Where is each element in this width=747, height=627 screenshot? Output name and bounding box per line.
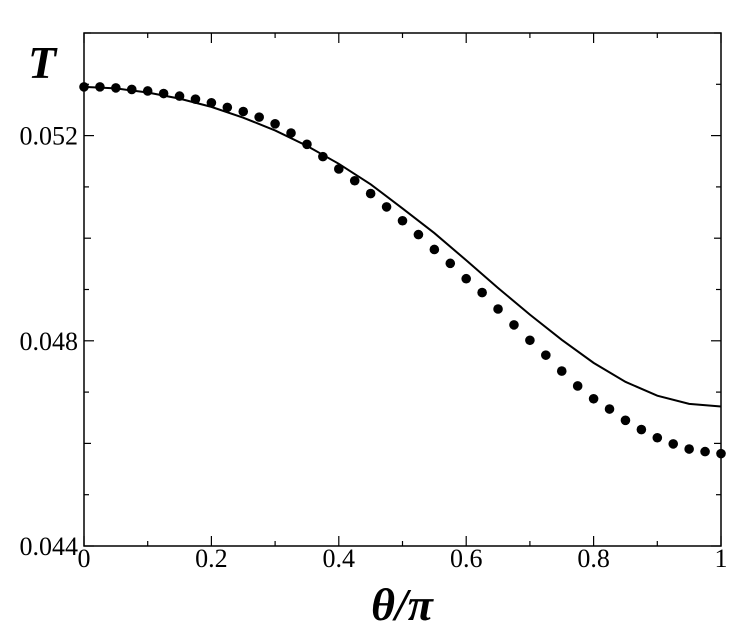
plot-frame — [83, 32, 722, 547]
data-point — [174, 91, 185, 101]
data-point — [238, 106, 249, 117]
data-point — [190, 94, 201, 104]
data-point — [604, 404, 615, 414]
axis-tick-labels: 0 0.2 0.4 0.6 0.8 1 0.044 0.048 0.052 — [20, 122, 728, 573]
data-point — [270, 119, 280, 129]
data-point — [588, 393, 599, 404]
data-point — [493, 304, 503, 314]
data-point — [365, 188, 376, 199]
x-tick-label: 0.8 — [577, 544, 610, 573]
data-point — [525, 335, 535, 346]
data-point — [126, 84, 137, 95]
y-axis-title: T — [28, 37, 58, 88]
data-point — [716, 448, 726, 459]
data-point — [509, 320, 519, 330]
series-points-group — [79, 82, 726, 459]
x-tick-label: 0 — [78, 544, 91, 573]
data-point — [286, 128, 296, 138]
data-point — [397, 215, 408, 226]
x-tick-label: 0.6 — [450, 544, 483, 573]
data-point — [79, 82, 89, 92]
x-tick-label: 0.4 — [323, 544, 356, 573]
x-axis-title: θ/π — [371, 579, 435, 627]
data-point — [461, 273, 472, 284]
data-point — [158, 88, 169, 99]
data-point — [572, 381, 583, 391]
data-point — [636, 424, 647, 435]
data-point — [381, 202, 392, 212]
data-point — [700, 446, 710, 457]
series-line-group — [83, 85, 722, 408]
data-point — [302, 139, 312, 150]
data-point — [445, 258, 456, 269]
data-point — [477, 287, 487, 298]
data-point — [222, 102, 233, 113]
data-point — [413, 229, 424, 240]
data-point — [620, 415, 631, 426]
data-point — [684, 444, 694, 454]
axis-ticks — [83, 32, 722, 547]
data-point — [541, 350, 551, 360]
data-point — [334, 164, 344, 174]
y-tick-label: 0.052 — [20, 122, 79, 151]
x-tick-label: 0.2 — [195, 544, 228, 573]
data-point — [668, 439, 679, 449]
data-point — [349, 175, 360, 186]
data-point — [652, 432, 663, 443]
data-point — [95, 82, 105, 92]
data-point — [556, 366, 567, 376]
y-tick-label: 0.044 — [20, 532, 79, 561]
x-tick-label: 1 — [715, 544, 728, 573]
data-point — [429, 244, 440, 255]
data-point — [142, 86, 153, 96]
y-tick-label: 0.048 — [20, 327, 79, 356]
data-point — [111, 83, 121, 93]
data-point — [318, 151, 328, 162]
data-point — [206, 97, 217, 108]
data-point — [254, 112, 264, 122]
series-line — [83, 85, 722, 408]
